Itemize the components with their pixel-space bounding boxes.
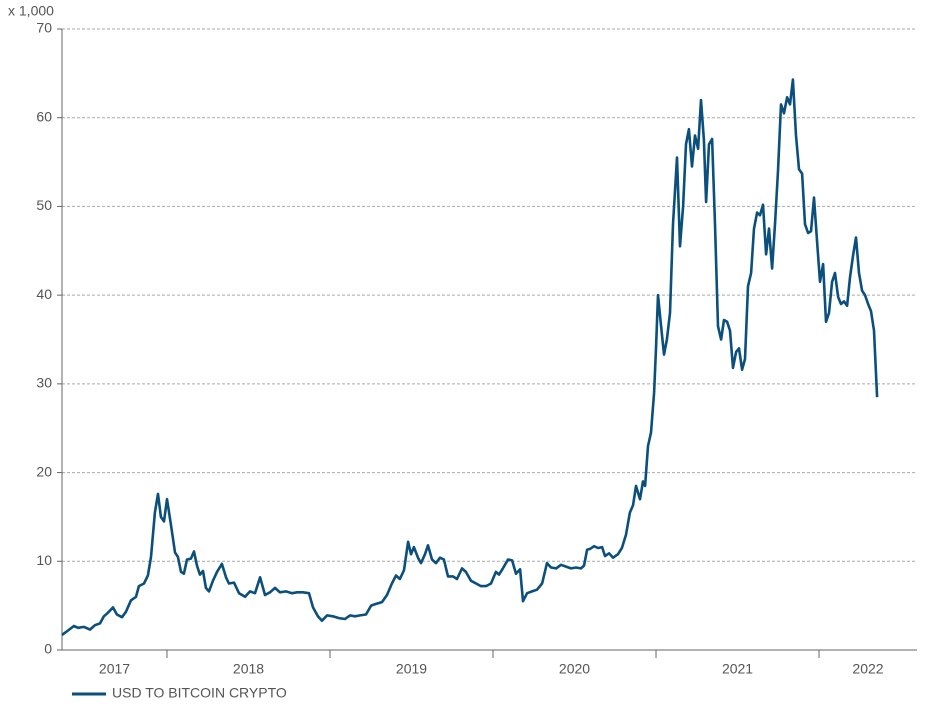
y-tick-label: 30 — [36, 375, 52, 391]
data-line — [61, 78, 879, 636]
x-tick-label: 2019 — [396, 661, 427, 677]
y-tick-label: 50 — [36, 197, 52, 213]
x-tick-label: 2020 — [559, 661, 590, 677]
y-tick-label: 70 — [36, 20, 52, 36]
y-tick-label: 20 — [36, 463, 52, 479]
x-tick-label: 2021 — [722, 661, 753, 677]
x-tick-label: 2022 — [852, 661, 883, 677]
y-tick-label: 10 — [36, 552, 52, 568]
x-tick-label: 2017 — [99, 661, 130, 677]
y-tick-label: 60 — [36, 108, 52, 124]
x-tick-label: 2018 — [233, 661, 264, 677]
y-tick-label: 40 — [36, 286, 52, 302]
legend-label: USD TO BITCOIN CRYPTO — [112, 685, 287, 701]
y-tick-label: 0 — [44, 641, 52, 657]
y-unit-label: x 1,000 — [8, 3, 54, 19]
